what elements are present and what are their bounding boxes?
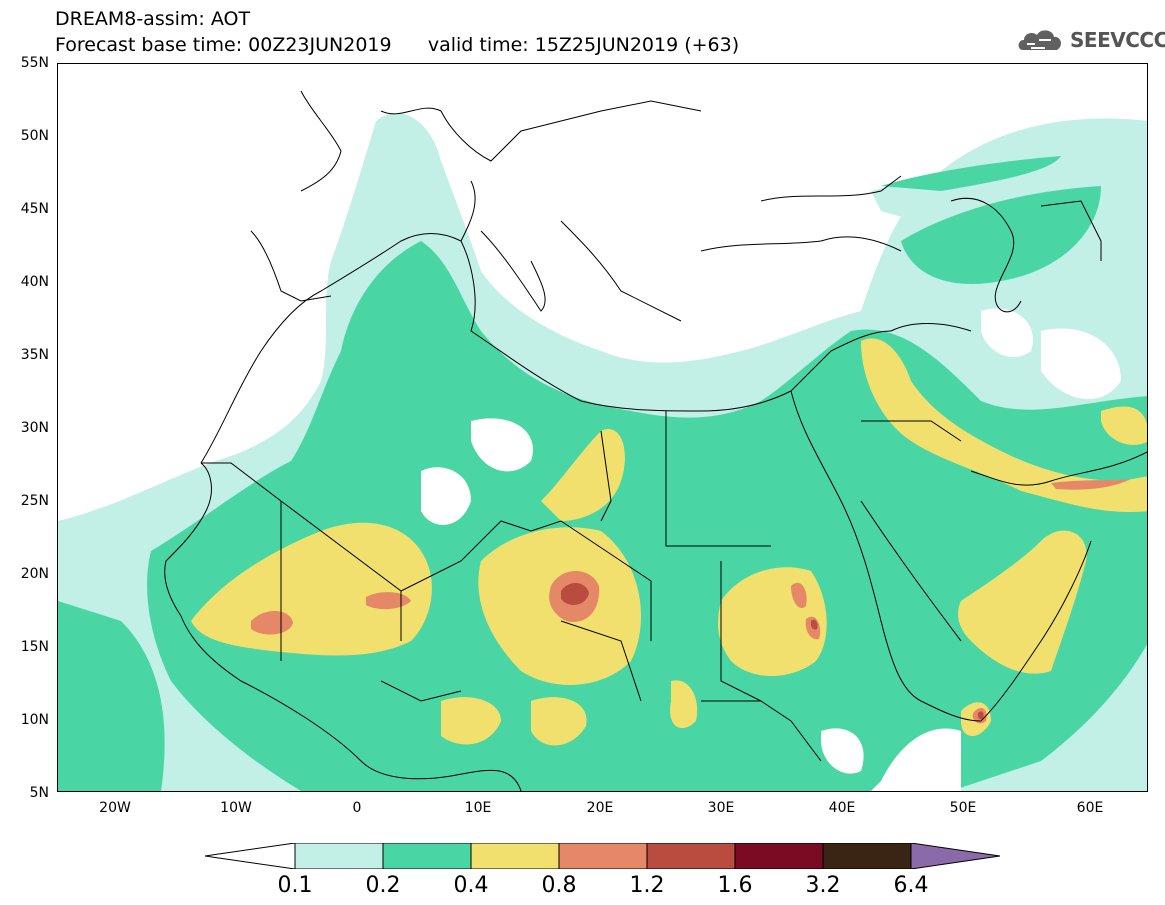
lon-label: 40E [828,800,856,816]
lon-label: 10W [220,800,252,816]
lat-label: 5N [29,785,49,801]
colorbar-label: 1.6 [717,873,753,898]
lon-label: 20W [99,800,131,816]
lat-label: 45N [20,201,49,217]
lat-label: 30N [20,420,49,436]
aot-map [57,63,1148,792]
lat-label: 55N [20,55,49,71]
colorbar-label: 3.2 [805,873,841,898]
lon-label: 20E [586,800,614,816]
cloud-icon [1018,30,1061,50]
lat-label: 15N [20,639,49,655]
lon-label: 10E [464,800,492,816]
colorbar-label: 0.4 [453,873,489,898]
colorbar-label: 0.1 [277,873,313,898]
lat-label: 40N [20,274,49,290]
logo-text: SEEVCCC [1070,28,1165,52]
forecast-times: Forecast base time: 00Z23JUN2019 valid t… [55,34,740,56]
lat-label: 25N [20,493,49,509]
colorbar-high-triangle [910,843,1000,869]
lon-label: 0 [352,800,362,816]
lon-label: 30E [707,800,735,816]
lat-label: 50N [20,128,49,144]
lon-label: 60E [1076,800,1104,816]
colorbar [205,843,1000,869]
colorbar-label: 0.8 [541,873,577,898]
aot-field [58,90,1147,791]
lat-label: 20N [20,566,49,582]
colorbar-label: 1.2 [629,873,665,898]
map-title: DREAM8-assim: AOT [55,8,251,30]
colorbar-low-triangle [205,843,296,869]
colorbar-label: 6.4 [893,873,929,898]
colorbar-label: 0.2 [365,873,401,898]
lon-label: 50E [949,800,977,816]
lat-label: 35N [20,347,49,363]
lat-label: 10N [20,712,49,728]
